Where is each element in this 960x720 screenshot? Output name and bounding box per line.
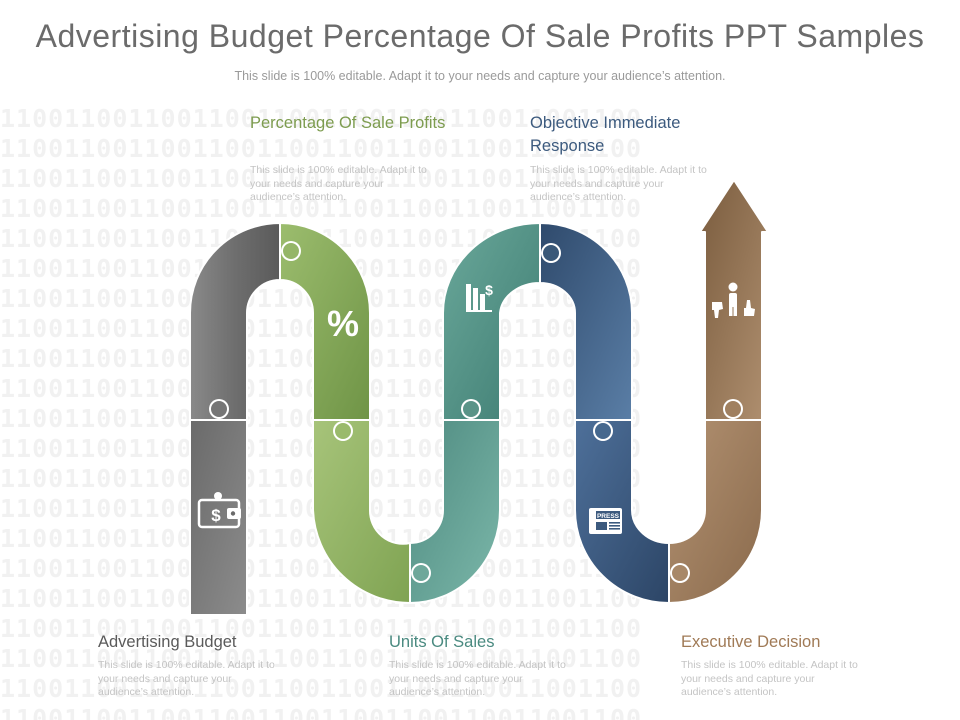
percent-icon: % [327,303,359,344]
segment-teal-upper [442,222,541,421]
puzzle-knob-fills [211,243,741,581]
segment-teal-lower [409,419,501,604]
segment-gray-upper [189,222,281,421]
step-desc-percentage-of-sale-profits: This slide is 100% editable. Adapt it to… [250,164,427,203]
wallet-dollar-icon: $ [197,492,241,529]
segment-blue-upper [539,222,633,421]
svg-text:$: $ [485,282,493,298]
step-desc-objective-immediate-response: This slide is 100% editable. Adapt it to… [530,164,707,203]
step-label-units-of-sales: Units Of Sales [389,633,495,651]
segment-green-upper [279,222,371,421]
segment-green-lower [312,419,411,605]
step-desc-advertising-budget: This slide is 100% editable. Adapt it to… [98,659,275,698]
slide-title: Advertising Budget Percentage Of Sale Pr… [35,18,925,54]
thumbs-decision-icon [712,282,755,318]
svg-text:PRESS: PRESS [597,513,620,520]
press-newspaper-icon: PRESS [589,508,622,534]
step-desc-executive-decision: This slide is 100% editable. Adapt it to… [681,659,858,698]
segment-brown-lower [668,419,763,604]
bar-chart-dollar-icon: $ [466,282,493,312]
svg-text:%: % [327,303,359,344]
step-desc-units-of-sales: This slide is 100% editable. Adapt it to… [389,659,566,698]
step-label-advertising-budget: Advertising Budget [98,633,237,651]
step-label-percentage-of-sale-profits: Percentage Of Sale Profits [250,114,446,132]
step-label-objective-immediate-response: Objective Immediate Response [530,114,681,155]
slide-subtitle: This slide is 100% editable. Adapt it to… [234,69,726,83]
svg-text:$: $ [211,506,221,525]
step-label-executive-decision: Executive Decision [681,633,821,651]
